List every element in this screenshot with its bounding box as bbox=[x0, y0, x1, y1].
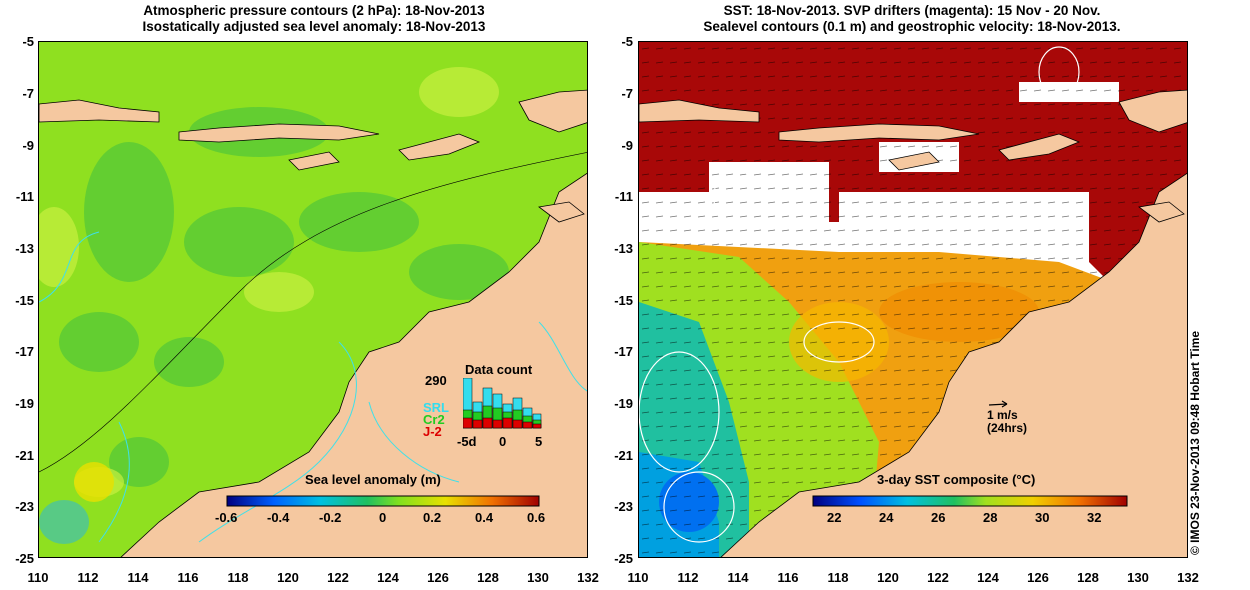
x-tick: 116 bbox=[777, 570, 799, 585]
x-tick: 132 bbox=[577, 570, 599, 585]
sla-tick: -0.6 bbox=[215, 510, 238, 525]
sst-colorbar bbox=[812, 495, 1128, 507]
y-tick: -23 bbox=[15, 499, 34, 514]
y-tick: -15 bbox=[15, 293, 34, 308]
velocity-scale-label: 1 m/s bbox=[987, 408, 1018, 422]
y-tick: -5 bbox=[621, 34, 633, 49]
satellite-j2: J-2 bbox=[423, 424, 442, 439]
sla-colorbar-ticks: -0.6 -0.4 -0.2 0 0.2 0.4 0.6 bbox=[215, 510, 545, 526]
data-count-bars bbox=[463, 378, 542, 429]
x-tick: 118 bbox=[227, 570, 249, 585]
indonesia-islands bbox=[639, 89, 1187, 223]
sea-level-contours bbox=[639, 46, 1080, 543]
x-tick: 128 bbox=[1077, 570, 1099, 585]
y-tick: -11 bbox=[614, 189, 633, 204]
y-tick: -19 bbox=[15, 396, 34, 411]
sst-tick: 30 bbox=[1035, 510, 1050, 525]
data-count-title: Data count bbox=[465, 362, 533, 377]
x-tick: 114 bbox=[727, 570, 749, 585]
y-tick: -21 bbox=[614, 448, 633, 463]
x-tick: 130 bbox=[527, 570, 549, 585]
x-tick: 112 bbox=[77, 570, 99, 585]
y-tick: -7 bbox=[621, 86, 633, 101]
sla-tick: 0.6 bbox=[527, 510, 546, 525]
y-tick: -19 bbox=[614, 396, 633, 411]
x-tick: 130 bbox=[1127, 570, 1149, 585]
australia-land bbox=[720, 172, 1187, 557]
sla-low-patches bbox=[59, 107, 509, 487]
left-title-line1: Atmospheric pressure contours (2 hPa): 1… bbox=[143, 3, 485, 18]
x-tick: 124 bbox=[377, 570, 399, 585]
sst-colorbar-ticks: 22 24 26 28 30 32 bbox=[813, 510, 1127, 526]
x-tick: 118 bbox=[827, 570, 849, 585]
x-tick: 126 bbox=[427, 570, 449, 585]
sst-colorbar-label: 3-day SST composite (°C) bbox=[877, 472, 1036, 487]
x-tick: 110 bbox=[27, 570, 49, 585]
sla-colorbar bbox=[226, 495, 540, 507]
right-title-line1: SST: 18-Nov-2013. SVP drifters (magenta)… bbox=[723, 3, 1101, 18]
sla-tick: 0.4 bbox=[475, 510, 494, 525]
satellite-srl: SRL bbox=[423, 400, 449, 415]
y-tick: -5 bbox=[22, 34, 34, 49]
indonesia-islands bbox=[39, 89, 587, 223]
y-tick: -17 bbox=[614, 344, 633, 359]
sst-map: 1 m/s (24hrs) 3-day SST composite (°C) 2… bbox=[638, 41, 1188, 558]
x-tick: 120 bbox=[877, 570, 899, 585]
sla-colorbar-label: Sea level anomaly (m) bbox=[305, 472, 441, 487]
x-tick: 122 bbox=[927, 570, 949, 585]
y-tick: -25 bbox=[15, 551, 34, 566]
x-tick: 114 bbox=[127, 570, 149, 585]
imos-credit: © IMOS 23-Nov-2013 09:48 Hobart Time bbox=[1188, 330, 1202, 555]
y-tick: -21 bbox=[15, 448, 34, 463]
right-map-title: SST: 18-Nov-2013. SVP drifters (magenta)… bbox=[638, 3, 1186, 35]
sst-tick: 22 bbox=[827, 510, 842, 525]
left-map-title: Atmospheric pressure contours (2 hPa): 1… bbox=[40, 3, 588, 35]
data-count-histogram bbox=[463, 378, 542, 429]
x-tick: 126 bbox=[1027, 570, 1049, 585]
y-tick: -17 bbox=[15, 344, 34, 359]
sla-tick: 0.2 bbox=[423, 510, 442, 525]
data-count-max: 290 bbox=[425, 373, 447, 388]
data-count-xlabel: -5d bbox=[457, 434, 477, 449]
sla-tick: -0.4 bbox=[267, 510, 290, 525]
x-tick: 120 bbox=[277, 570, 299, 585]
x-tick: 110 bbox=[627, 570, 649, 585]
australia-land bbox=[120, 172, 587, 557]
y-tick: -9 bbox=[621, 138, 633, 153]
sla-tick: -0.2 bbox=[319, 510, 342, 525]
y-tick: -23 bbox=[614, 499, 633, 514]
x-tick: 112 bbox=[677, 570, 699, 585]
data-count-xlabel: 5 bbox=[535, 434, 543, 449]
x-tick: 122 bbox=[327, 570, 349, 585]
y-tick: -7 bbox=[22, 86, 34, 101]
data-count-inset: Data count 290 bbox=[395, 360, 545, 460]
satellite-cr2: Cr2 bbox=[423, 412, 445, 427]
y-tick: -25 bbox=[614, 551, 633, 566]
x-tick: 116 bbox=[177, 570, 199, 585]
data-count-xlabel: 0 bbox=[499, 434, 507, 449]
left-title-line2: Isostatically adjusted sea level anomaly… bbox=[142, 19, 486, 34]
y-tick: -9 bbox=[22, 138, 34, 153]
velocity-scale-period: (24hrs) bbox=[987, 421, 1028, 435]
x-tick: 128 bbox=[477, 570, 499, 585]
x-tick: 124 bbox=[977, 570, 999, 585]
y-tick: -13 bbox=[15, 241, 34, 256]
sst-tick: 26 bbox=[931, 510, 946, 525]
sst-tick: 28 bbox=[983, 510, 998, 525]
x-tick: 132 bbox=[1177, 570, 1199, 585]
sla-tick: 0 bbox=[379, 510, 387, 525]
sst-tick: 24 bbox=[879, 510, 894, 525]
y-tick: -11 bbox=[15, 189, 34, 204]
y-tick: -15 bbox=[614, 293, 633, 308]
sea-level-anomaly-map: Sea level anomaly (m) -0.6 -0.4 -0.2 0 0… bbox=[38, 41, 588, 558]
y-tick: -13 bbox=[614, 241, 633, 256]
sla-contours bbox=[39, 231, 587, 543]
right-title-line2: Sealevel contours (0.1 m) and geostrophi… bbox=[703, 19, 1121, 34]
sst-tick: 32 bbox=[1087, 510, 1102, 525]
